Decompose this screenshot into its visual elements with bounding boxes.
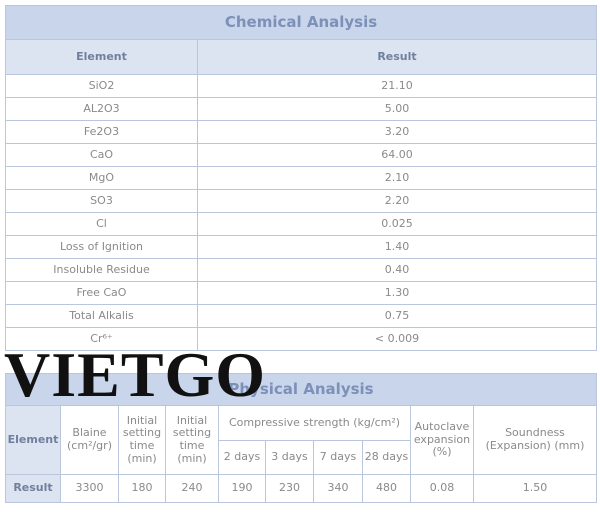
table-cell: 0.75 bbox=[197, 304, 597, 328]
table-cell: 5.00 bbox=[197, 97, 597, 121]
table-cell: 1.40 bbox=[197, 235, 597, 259]
header-cell: Element bbox=[5, 39, 198, 75]
table-cell: 2.20 bbox=[197, 189, 597, 213]
table-row: Total Alkalis 0.75 bbox=[5, 304, 597, 328]
table-cell: Insoluble Residue bbox=[5, 258, 198, 282]
table-cell: Free CaO bbox=[5, 281, 198, 305]
header-cell: Result bbox=[197, 39, 597, 75]
table-row: CaO 64.00 bbox=[5, 143, 597, 167]
table-cell: SiO2 bbox=[5, 74, 198, 98]
header-cell: Initial setting time (min) bbox=[118, 405, 166, 475]
table-cell: 230 bbox=[265, 474, 314, 503]
table-cell: 3300 bbox=[60, 474, 119, 503]
table-title: Chemical Analysis bbox=[5, 5, 597, 40]
table-cell: SO3 bbox=[5, 189, 198, 213]
table-cell: 0.40 bbox=[197, 258, 597, 282]
table-row: Cl 0.025 bbox=[5, 212, 597, 236]
table-cell: 3.20 bbox=[197, 120, 597, 144]
table-cell: AL2O3 bbox=[5, 97, 198, 121]
header-cell: Initial setting time (min) bbox=[165, 405, 219, 475]
table-row: Fe2O3 3.20 bbox=[5, 120, 597, 144]
table-row: Loss of Ignition 1.40 bbox=[5, 235, 597, 259]
table-cell: 2.10 bbox=[197, 166, 597, 190]
table-cell: 1.50 bbox=[473, 474, 597, 503]
header-cell: 2 days bbox=[218, 440, 266, 475]
table-cell: < 0.009 bbox=[197, 327, 597, 351]
table-row: AL2O3 5.00 bbox=[5, 97, 597, 121]
table-row: Free CaO 1.30 bbox=[5, 281, 597, 305]
physical-table: Physical Analysis Element Blaine (cm²/gr… bbox=[5, 373, 597, 503]
table-cell: 180 bbox=[118, 474, 166, 503]
result-row: Result 3300 180 240 190 230 340 480 0.08 1.50 bbox=[5, 474, 597, 503]
header-cell: 7 days bbox=[313, 440, 363, 475]
header-cell: Autoclave expansion (%) bbox=[410, 405, 474, 475]
header-cell: Blaine (cm²/gr) bbox=[60, 405, 119, 475]
table-cell: MgO bbox=[5, 166, 198, 190]
table-cell: 21.10 bbox=[197, 74, 597, 98]
table-cell: Result bbox=[5, 474, 61, 503]
table-cell: 0.08 bbox=[410, 474, 474, 503]
header-cell: Element bbox=[5, 405, 61, 475]
header-cell: 3 days bbox=[265, 440, 314, 475]
table-cell: 190 bbox=[218, 474, 266, 503]
table-cell: 0.025 bbox=[197, 212, 597, 236]
table-cell: Total Alkalis bbox=[5, 304, 198, 328]
table-row: MgO 2.10 bbox=[5, 166, 597, 190]
header-cell: Soundness (Expansion) (mm) bbox=[473, 405, 597, 475]
table-cell: 240 bbox=[165, 474, 219, 503]
table-cell: 480 bbox=[362, 474, 411, 503]
chemical-table: Chemical Analysis Element Result SiO2 21.… bbox=[5, 5, 597, 351]
table-row: SO3 2.20 bbox=[5, 189, 597, 213]
table-title: Physical Analysis bbox=[5, 373, 597, 406]
table-cell: 1.30 bbox=[197, 281, 597, 305]
table-cell: Fe2O3 bbox=[5, 120, 198, 144]
header-cell: 28 days bbox=[362, 440, 411, 475]
watermark: VIETGO bbox=[4, 339, 267, 410]
table-cell: 340 bbox=[313, 474, 363, 503]
table-cell: Loss of Ignition bbox=[5, 235, 198, 259]
table-cell: CaO bbox=[5, 143, 198, 167]
table-cell: 64.00 bbox=[197, 143, 597, 167]
table-row: SiO2 21.10 bbox=[5, 74, 597, 98]
table-cell: Cl bbox=[5, 212, 198, 236]
table-row: Insoluble Residue 0.40 bbox=[5, 258, 597, 282]
table-cell: Cr⁶⁺ bbox=[5, 327, 198, 351]
table-row: Cr⁶⁺ < 0.009 bbox=[5, 327, 597, 351]
